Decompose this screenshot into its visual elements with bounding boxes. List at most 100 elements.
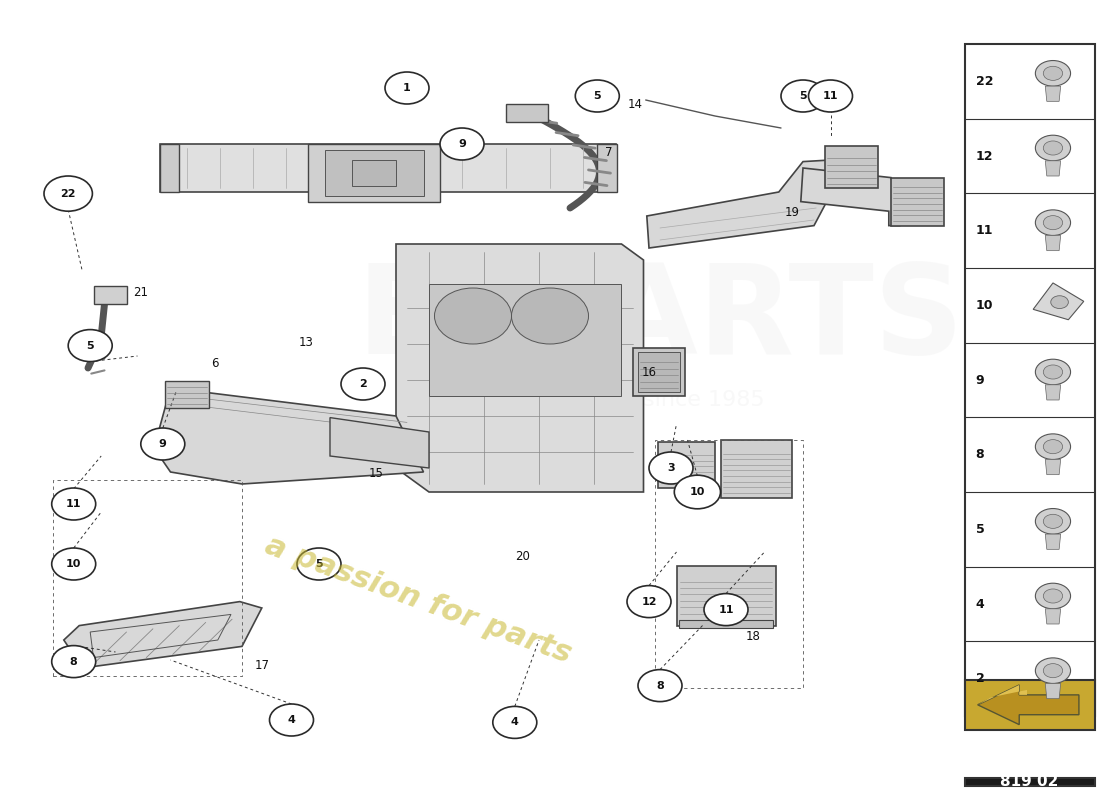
Text: 19: 19 [784, 206, 800, 218]
Circle shape [341, 368, 385, 400]
Text: 12: 12 [976, 150, 993, 162]
Text: 18: 18 [746, 630, 761, 642]
Circle shape [704, 594, 748, 626]
Text: 10: 10 [690, 487, 705, 497]
Text: 7: 7 [605, 146, 612, 158]
Polygon shape [1045, 609, 1060, 624]
Text: 2: 2 [359, 379, 367, 389]
FancyBboxPatch shape [679, 620, 773, 628]
Circle shape [141, 428, 185, 460]
Text: 5: 5 [316, 559, 322, 569]
FancyBboxPatch shape [965, 680, 1094, 730]
FancyBboxPatch shape [638, 352, 680, 392]
Polygon shape [1045, 235, 1060, 250]
Text: 14: 14 [627, 98, 642, 110]
Text: 21: 21 [133, 286, 148, 298]
Text: 8: 8 [69, 657, 78, 666]
FancyBboxPatch shape [160, 144, 179, 192]
Circle shape [1035, 135, 1070, 161]
Polygon shape [64, 602, 262, 668]
FancyBboxPatch shape [891, 178, 944, 226]
Circle shape [1035, 61, 1070, 86]
Circle shape [52, 646, 96, 678]
Circle shape [1035, 509, 1070, 534]
Text: 13: 13 [298, 336, 314, 349]
Circle shape [385, 72, 429, 104]
Text: 9: 9 [458, 139, 466, 149]
Circle shape [1035, 583, 1070, 609]
Circle shape [638, 670, 682, 702]
Polygon shape [1045, 161, 1060, 176]
Circle shape [52, 548, 96, 580]
Polygon shape [396, 244, 644, 492]
Text: 4: 4 [510, 718, 519, 727]
Circle shape [1043, 514, 1063, 528]
Circle shape [1043, 216, 1063, 230]
FancyBboxPatch shape [965, 44, 1094, 716]
Polygon shape [330, 418, 429, 468]
Text: 5: 5 [976, 523, 984, 536]
Text: 8: 8 [976, 448, 984, 461]
Circle shape [1043, 664, 1063, 678]
FancyBboxPatch shape [308, 144, 440, 202]
Circle shape [1043, 66, 1063, 80]
Text: 10: 10 [976, 299, 993, 312]
Circle shape [440, 128, 484, 160]
Polygon shape [978, 685, 1079, 725]
FancyBboxPatch shape [94, 286, 126, 304]
Text: 4: 4 [287, 715, 296, 725]
Text: 5: 5 [594, 91, 601, 101]
Circle shape [1035, 210, 1070, 235]
Polygon shape [160, 144, 616, 192]
Polygon shape [647, 160, 838, 248]
Circle shape [649, 452, 693, 484]
Circle shape [674, 475, 720, 509]
FancyBboxPatch shape [597, 144, 617, 192]
Text: 4: 4 [976, 598, 984, 610]
FancyBboxPatch shape [965, 778, 1094, 786]
Circle shape [808, 80, 852, 112]
Text: 9: 9 [976, 374, 984, 386]
Circle shape [68, 330, 112, 362]
FancyBboxPatch shape [506, 104, 548, 122]
Text: 819 02: 819 02 [1000, 774, 1059, 790]
FancyBboxPatch shape [632, 348, 685, 396]
FancyBboxPatch shape [324, 150, 424, 196]
Text: 9: 9 [158, 439, 167, 449]
Text: 11: 11 [823, 91, 838, 101]
Text: 3: 3 [668, 463, 674, 473]
Polygon shape [1045, 86, 1060, 102]
Polygon shape [978, 685, 1079, 705]
Text: 6: 6 [211, 358, 218, 370]
Text: 5: 5 [800, 91, 806, 101]
FancyBboxPatch shape [658, 442, 715, 488]
FancyBboxPatch shape [825, 146, 878, 188]
Circle shape [1043, 365, 1063, 379]
Text: since 1985: since 1985 [644, 390, 764, 410]
Circle shape [1043, 440, 1063, 454]
Text: 15: 15 [368, 467, 384, 480]
Polygon shape [1045, 534, 1060, 550]
Text: 12: 12 [641, 597, 657, 606]
Polygon shape [1045, 459, 1060, 474]
Text: 10: 10 [66, 559, 81, 569]
Text: 8: 8 [656, 681, 664, 690]
Circle shape [297, 548, 341, 580]
Text: 2: 2 [976, 672, 984, 685]
Circle shape [627, 586, 671, 618]
Circle shape [1035, 434, 1070, 459]
Polygon shape [801, 168, 902, 226]
Text: 11: 11 [718, 605, 734, 614]
Text: 11: 11 [976, 224, 993, 237]
Text: ELPARTS: ELPARTS [356, 259, 964, 381]
Polygon shape [1033, 283, 1084, 320]
FancyBboxPatch shape [165, 381, 209, 408]
Text: 20: 20 [515, 550, 530, 562]
Text: 17: 17 [254, 659, 270, 672]
Circle shape [44, 176, 92, 211]
Polygon shape [1045, 683, 1060, 698]
Circle shape [270, 704, 314, 736]
Text: 1: 1 [403, 83, 411, 93]
Polygon shape [154, 388, 424, 484]
Circle shape [575, 80, 619, 112]
